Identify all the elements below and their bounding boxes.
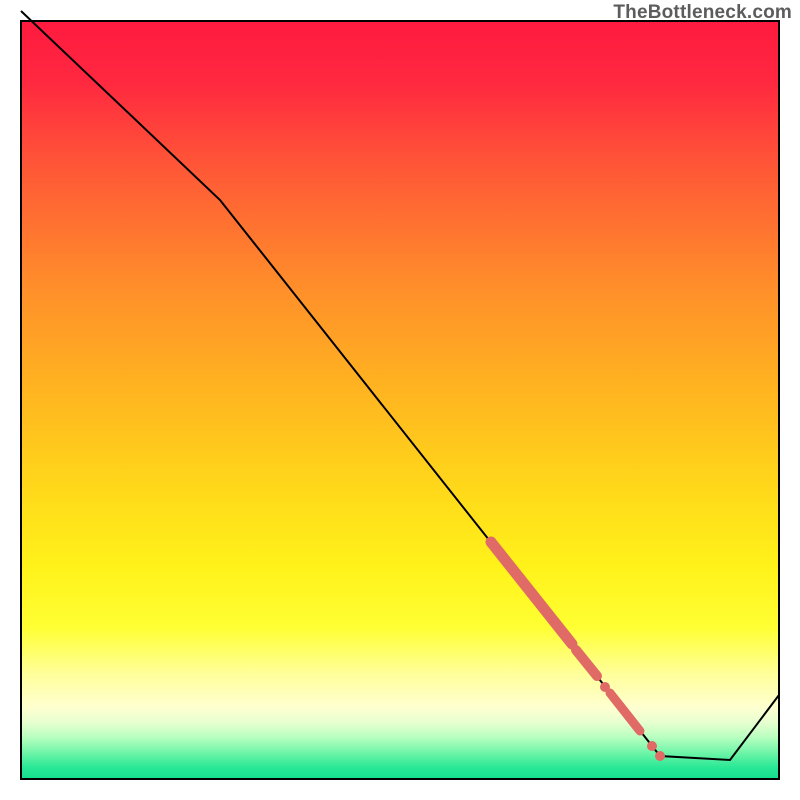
highlight-dot bbox=[655, 751, 665, 761]
bottleneck-chart bbox=[0, 0, 800, 800]
highlight-dot bbox=[647, 741, 657, 751]
watermark-text: TheBottleneck.com bbox=[613, 2, 792, 24]
gradient-background bbox=[21, 21, 779, 779]
chart-container: TheBottleneck.com bbox=[0, 0, 800, 800]
